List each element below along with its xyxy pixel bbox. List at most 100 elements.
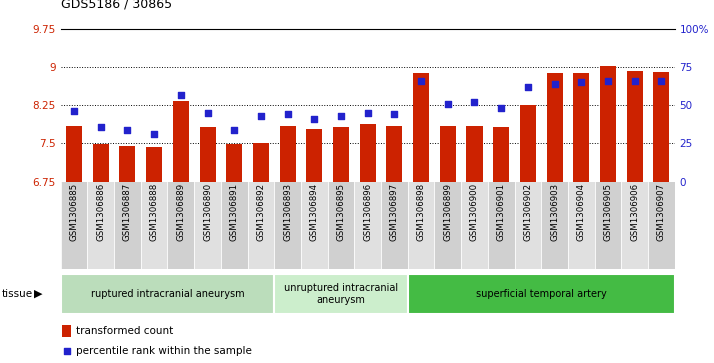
Point — [388, 111, 400, 117]
Bar — [547, 73, 563, 182]
Bar — [461, 182, 488, 269]
Bar — [248, 182, 274, 269]
Point — [362, 110, 373, 116]
Text: GSM1306892: GSM1306892 — [256, 183, 266, 241]
Text: GSM1306893: GSM1306893 — [283, 183, 292, 241]
Point — [61, 348, 72, 354]
Bar — [146, 147, 162, 182]
Bar — [381, 182, 408, 269]
Text: GSM1306891: GSM1306891 — [230, 183, 238, 241]
Text: GSM1306896: GSM1306896 — [363, 183, 372, 241]
Point — [69, 109, 80, 114]
Bar — [274, 274, 408, 314]
Bar — [328, 182, 354, 269]
Text: ▶: ▶ — [34, 289, 43, 299]
Bar — [386, 126, 403, 182]
Point — [575, 79, 587, 85]
Bar — [280, 126, 296, 182]
Bar — [87, 182, 114, 269]
Bar — [354, 182, 381, 269]
Bar — [413, 73, 429, 182]
Point — [149, 131, 160, 137]
Bar — [173, 101, 188, 182]
Point — [336, 113, 347, 119]
Bar — [493, 127, 509, 182]
Bar — [199, 127, 216, 182]
Bar — [333, 127, 349, 182]
Bar — [408, 182, 434, 269]
Bar — [600, 66, 616, 182]
Bar — [253, 143, 269, 182]
Text: transformed count: transformed count — [76, 326, 174, 336]
Text: GSM1306894: GSM1306894 — [310, 183, 319, 241]
Bar — [568, 182, 595, 269]
Bar — [194, 182, 221, 269]
Text: GSM1306902: GSM1306902 — [523, 183, 533, 241]
Point — [282, 111, 293, 117]
Bar — [408, 274, 675, 314]
Point — [629, 78, 640, 84]
Text: superficial temporal artery: superficial temporal artery — [476, 289, 607, 299]
Bar — [627, 71, 643, 182]
Point — [95, 124, 106, 130]
Text: tissue: tissue — [1, 289, 33, 299]
Point — [522, 84, 533, 90]
Bar — [653, 72, 670, 182]
Text: GSM1306895: GSM1306895 — [336, 183, 346, 241]
Text: GSM1306900: GSM1306900 — [470, 183, 479, 241]
Point — [121, 127, 133, 132]
Text: GSM1306904: GSM1306904 — [577, 183, 585, 241]
Bar — [274, 182, 301, 269]
Bar — [306, 129, 322, 182]
Text: GSM1306886: GSM1306886 — [96, 183, 105, 241]
Bar — [488, 182, 515, 269]
Point — [655, 78, 667, 84]
Text: GSM1306906: GSM1306906 — [630, 183, 639, 241]
Text: GSM1306887: GSM1306887 — [123, 183, 132, 241]
Bar — [434, 182, 461, 269]
Text: percentile rank within the sample: percentile rank within the sample — [76, 346, 252, 356]
Bar — [520, 105, 536, 182]
Point — [228, 127, 240, 132]
Bar — [61, 182, 87, 269]
Bar — [119, 146, 136, 182]
Text: GDS5186 / 30865: GDS5186 / 30865 — [61, 0, 172, 11]
Bar — [61, 274, 274, 314]
Text: GSM1306897: GSM1306897 — [390, 183, 399, 241]
Point — [496, 105, 507, 111]
Point — [416, 78, 427, 84]
Bar — [93, 144, 109, 182]
Point — [308, 116, 320, 122]
Point — [255, 113, 266, 119]
Bar — [541, 182, 568, 269]
Bar — [621, 182, 648, 269]
Bar — [226, 144, 242, 182]
Bar — [66, 126, 82, 182]
Bar — [515, 182, 541, 269]
Bar — [62, 325, 71, 338]
Point — [469, 99, 481, 105]
Point — [175, 92, 186, 98]
Text: GSM1306890: GSM1306890 — [203, 183, 212, 241]
Bar — [595, 182, 621, 269]
Bar — [301, 182, 328, 269]
Point — [202, 110, 213, 116]
Bar — [573, 73, 589, 182]
Bar — [168, 182, 194, 269]
Bar — [440, 126, 456, 182]
Text: GSM1306901: GSM1306901 — [497, 183, 506, 241]
Text: GSM1306898: GSM1306898 — [416, 183, 426, 241]
Bar — [466, 126, 483, 182]
Point — [549, 81, 560, 87]
Text: GSM1306889: GSM1306889 — [176, 183, 186, 241]
Bar — [114, 182, 141, 269]
Point — [603, 78, 614, 84]
Text: GSM1306907: GSM1306907 — [657, 183, 666, 241]
Bar — [648, 182, 675, 269]
Bar — [360, 124, 376, 182]
Point — [442, 101, 453, 107]
Text: GSM1306885: GSM1306885 — [69, 183, 79, 241]
Text: ruptured intracranial aneurysm: ruptured intracranial aneurysm — [91, 289, 244, 299]
Text: GSM1306888: GSM1306888 — [150, 183, 159, 241]
Text: GSM1306903: GSM1306903 — [550, 183, 559, 241]
